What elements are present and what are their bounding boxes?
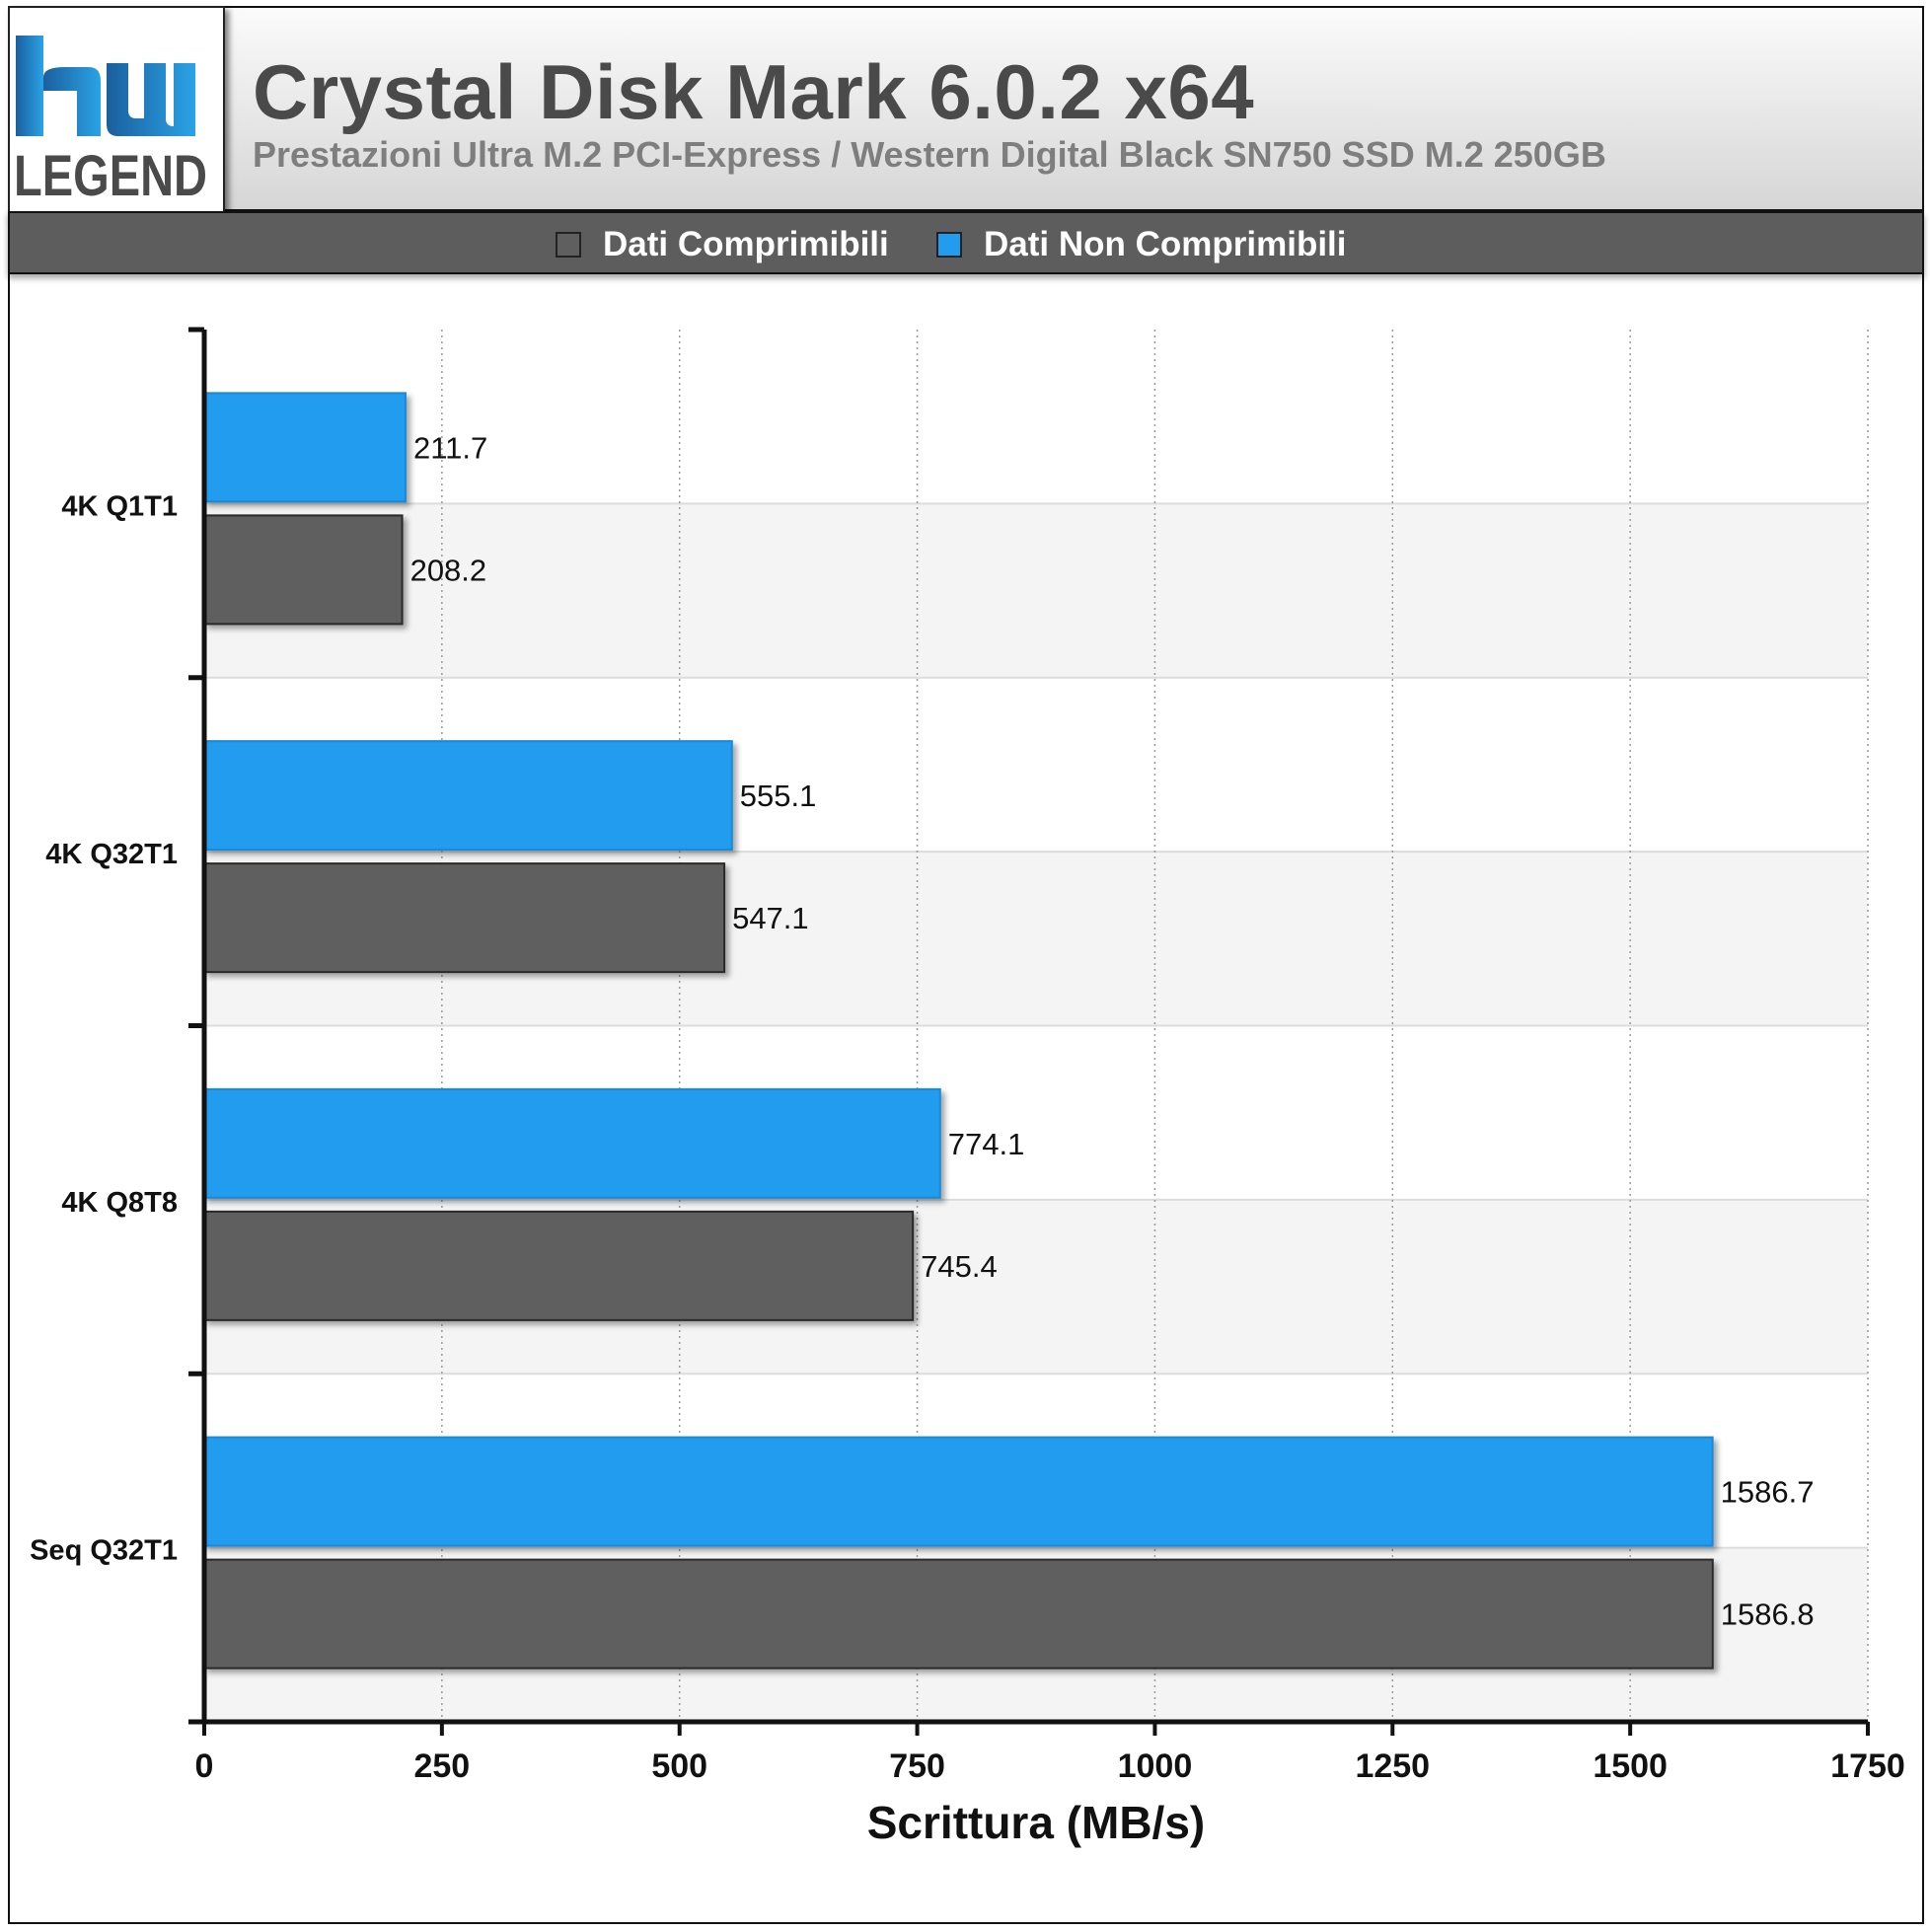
bar-compressible [203,514,404,626]
bar-value-label: 1586.7 [1721,1475,1815,1510]
legend-swatch-incompressible [936,232,962,258]
logo-text: LEGEND [14,144,207,208]
chart-title: Crystal Disk Mark 6.0.2 x64 [253,48,1255,135]
bar-value-label: 745.4 [921,1249,998,1284]
x-tick-label: 1500 [1593,1747,1668,1785]
chart-header: Crystal Disk Mark 6.0.2 x64 Prestazioni … [8,6,1924,211]
bar-value-label: 774.1 [948,1127,1025,1161]
bar-incompressible [203,1087,941,1199]
bar-value-label: 208.2 [410,553,487,587]
bar-value-label: 555.1 [740,779,817,813]
legend: Dati Comprimibili Dati Non Comprimibili [8,211,1924,274]
bar-value-label: 547.1 [732,901,809,935]
x-tick-label: 1750 [1830,1747,1905,1785]
legend-item-incompressible: Dati Non Comprimibili [936,225,1347,264]
bar-compressible [203,1210,915,1321]
x-tick-label: 1000 [1118,1747,1193,1785]
hw-legend-logo-mark: LEGEND [14,36,207,208]
bar-incompressible [203,740,733,852]
category-label: 4K Q8T8 [61,1187,178,1219]
hw-legend-logo: LEGEND [8,6,225,221]
x-tick-label: 0 [195,1747,214,1785]
x-tick-label: 500 [651,1747,707,1785]
x-tick-label: 750 [889,1747,945,1785]
bar-compressible [203,1558,1714,1670]
legend-item-compressible: Dati Comprimibili [556,225,889,264]
category-label: 4K Q1T1 [61,490,178,522]
category-label: 4K Q32T1 [45,839,178,870]
legend-label-incompressible: Dati Non Comprimibili [984,225,1347,263]
x-axis-title: Scrittura (MB/s) [867,1797,1205,1848]
bar-incompressible [203,1436,1714,1547]
bar-compressible [203,862,726,974]
legend-label-compressible: Dati Comprimibili [603,225,889,263]
x-tick-label: 1250 [1355,1747,1430,1785]
legend-swatch-compressible [556,232,581,258]
x-tick-label: 250 [413,1747,470,1785]
chart-subtitle: Prestazioni Ultra M.2 PCI-Express / West… [253,134,1606,175]
bar-incompressible [203,392,407,503]
category-label: Seq Q32T1 [30,1535,178,1567]
band-shade [204,503,1868,678]
bar-value-label: 1586.8 [1721,1598,1815,1632]
bar-value-label: 211.7 [413,430,487,465]
